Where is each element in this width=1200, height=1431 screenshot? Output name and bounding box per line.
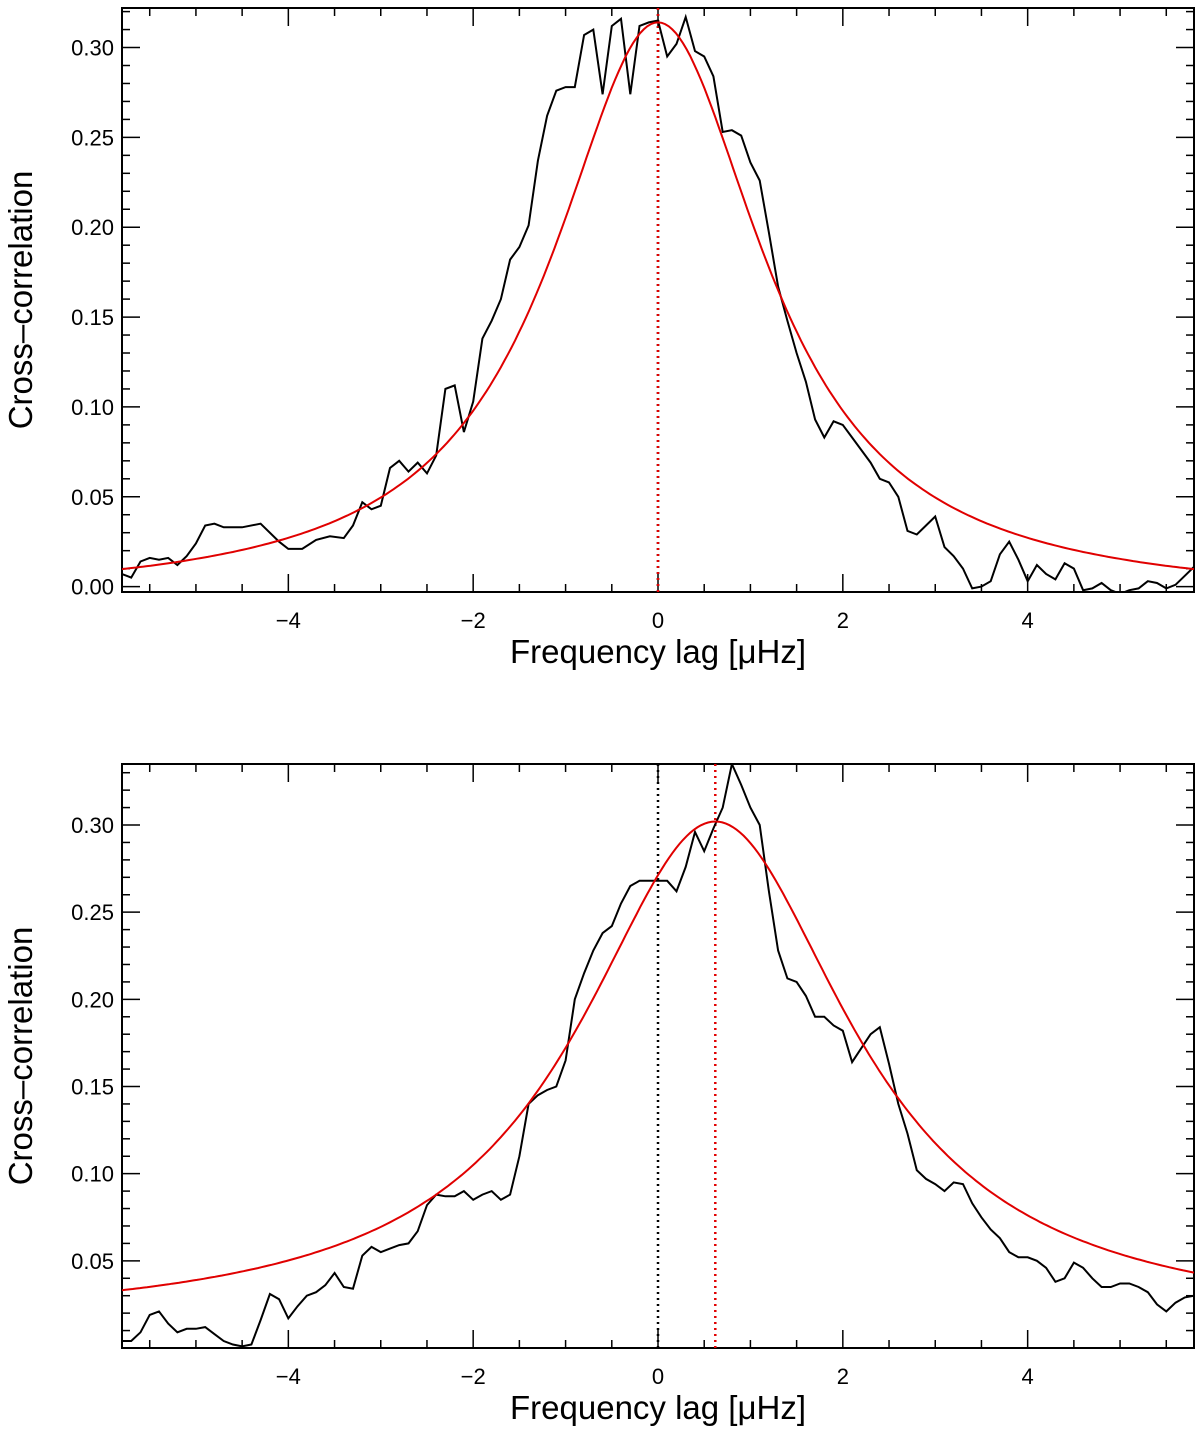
y-tick-labels: 0.05 0.10 0.15 0.20 0.25 0.30 — [71, 813, 114, 1274]
fit-curve — [122, 21, 1194, 571]
chart-panel-top: −4 −2 0 2 4 0.00 0.05 0.10 0.15 0.20 0.25 0.30 Fre… — [2, 7, 1195, 670]
y-tick-label: 0.05 — [71, 485, 114, 510]
y-axis-title: Cross–correlation — [2, 927, 39, 1186]
series-lines — [122, 13, 1194, 592]
plot-frame — [121, 7, 1195, 593]
y-tick-label: 0.10 — [71, 395, 114, 420]
y-tick-label: 0.10 — [71, 1162, 114, 1187]
fit-curve — [122, 820, 1194, 1292]
vertical-markers — [656, 764, 717, 1348]
x-tick-label: −2 — [461, 1364, 486, 1389]
y-tick-label: 0.15 — [71, 1075, 114, 1100]
x-tick-labels: −4 −2 0 2 4 — [276, 608, 1034, 633]
chart-panel-bottom: −4 −2 0 2 4 0.05 0.10 0.15 0.20 0.25 0.30 Frequen… — [2, 763, 1195, 1426]
x-axis-title: Frequency lag [μHz] — [510, 633, 806, 670]
x-major-ticks — [287, 8, 1029, 592]
y-tick-label: 0.05 — [71, 1249, 114, 1274]
y-tick-label: 0.25 — [71, 125, 114, 150]
x-axis-title: Frequency lag [μHz] — [510, 1389, 806, 1426]
series-lines — [122, 764, 1194, 1348]
x-major-ticks — [287, 764, 1029, 1348]
data-curve — [122, 764, 1194, 1348]
x-tick-label: 0 — [652, 608, 664, 633]
y-tick-label: 0.20 — [71, 215, 114, 240]
y-tick-label: 0.25 — [71, 900, 114, 925]
y-tick-label: 0.15 — [71, 305, 114, 330]
x-minor-ticks — [148, 764, 1168, 1348]
data-curve — [122, 13, 1194, 592]
y-major-ticks — [122, 46, 1194, 588]
y-major-ticks — [122, 824, 1194, 1262]
x-minor-ticks — [148, 8, 1168, 592]
y-tick-label: 0.30 — [71, 813, 114, 838]
x-tick-label: 4 — [1022, 608, 1034, 633]
y-axis-title: Cross–correlation — [2, 171, 39, 430]
x-tick-label: −4 — [276, 1364, 301, 1389]
x-tick-label: −2 — [461, 608, 486, 633]
x-tick-label: 0 — [652, 1364, 664, 1389]
x-tick-label: 2 — [837, 608, 849, 633]
x-tick-label: 4 — [1022, 1364, 1034, 1389]
y-minor-ticks — [122, 771, 1194, 1332]
y-tick-label: 0.30 — [71, 36, 114, 61]
x-tick-label: 2 — [837, 1364, 849, 1389]
y-tick-label: 0.00 — [71, 575, 114, 600]
x-tick-labels: −4 −2 0 2 4 — [276, 1364, 1034, 1389]
y-tick-labels: 0.00 0.05 0.10 0.15 0.20 0.25 0.30 — [71, 36, 114, 600]
y-tick-label: 0.20 — [71, 987, 114, 1012]
x-tick-label: −4 — [276, 608, 301, 633]
